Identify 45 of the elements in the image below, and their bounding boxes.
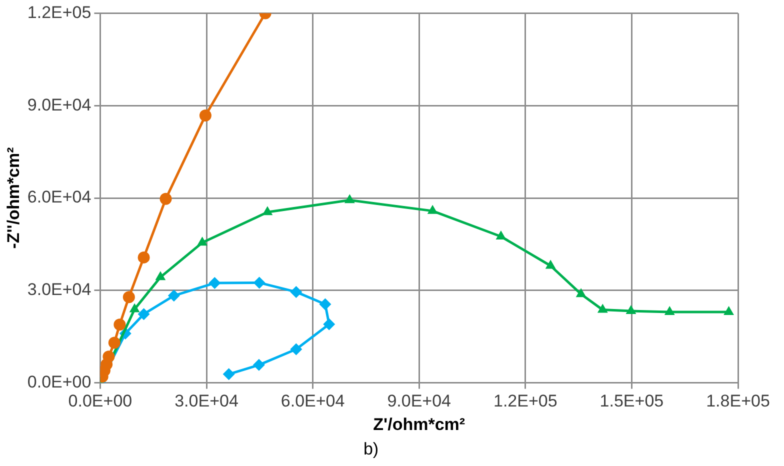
point [545,260,556,269]
y-tick-label: 1.2E+05 [27,2,92,22]
point [252,358,265,371]
text: b) [363,439,379,458]
point [724,306,734,315]
point [155,271,166,280]
x-tick-label: 1.5E+05 [600,392,664,411]
point [138,308,150,320]
point [208,277,221,290]
y-tick-label: 9.0E+04 [27,95,92,114]
point [262,206,273,216]
x-tick-label: 1.8E+05 [706,392,770,411]
point [323,318,336,330]
point [253,276,266,289]
point [199,109,212,122]
point [427,204,438,214]
point [664,306,675,315]
point [160,192,172,205]
point [344,194,355,204]
x-axis-title: Z'/ohm*cm² [373,415,466,434]
point [290,286,302,298]
x-tick-label: 1.2E+05 [493,392,558,411]
y-tick-label: 0.0E+00 [27,372,92,392]
point [222,368,235,380]
x-tick-label: 3.0E+04 [174,392,238,411]
point [290,343,302,356]
point [168,290,180,302]
point [138,251,150,264]
point [576,288,586,298]
point [129,303,140,312]
y-axis-title: -Z''/ohm*cm² [4,146,23,249]
y-tick-label: 6.0E+04 [27,188,92,207]
point [597,304,608,313]
point [108,336,120,349]
point [197,236,208,246]
x-tick-label: 6.0E+04 [280,392,345,411]
point [102,350,115,363]
point [626,305,636,314]
point [496,230,506,240]
x-tick-label: 0.0E+00 [68,392,132,411]
point [319,298,332,310]
point [122,291,135,304]
y-tick-label: 3.0E+04 [27,280,92,300]
point [114,318,126,331]
x-tick-label: 9.0E+04 [387,392,452,411]
